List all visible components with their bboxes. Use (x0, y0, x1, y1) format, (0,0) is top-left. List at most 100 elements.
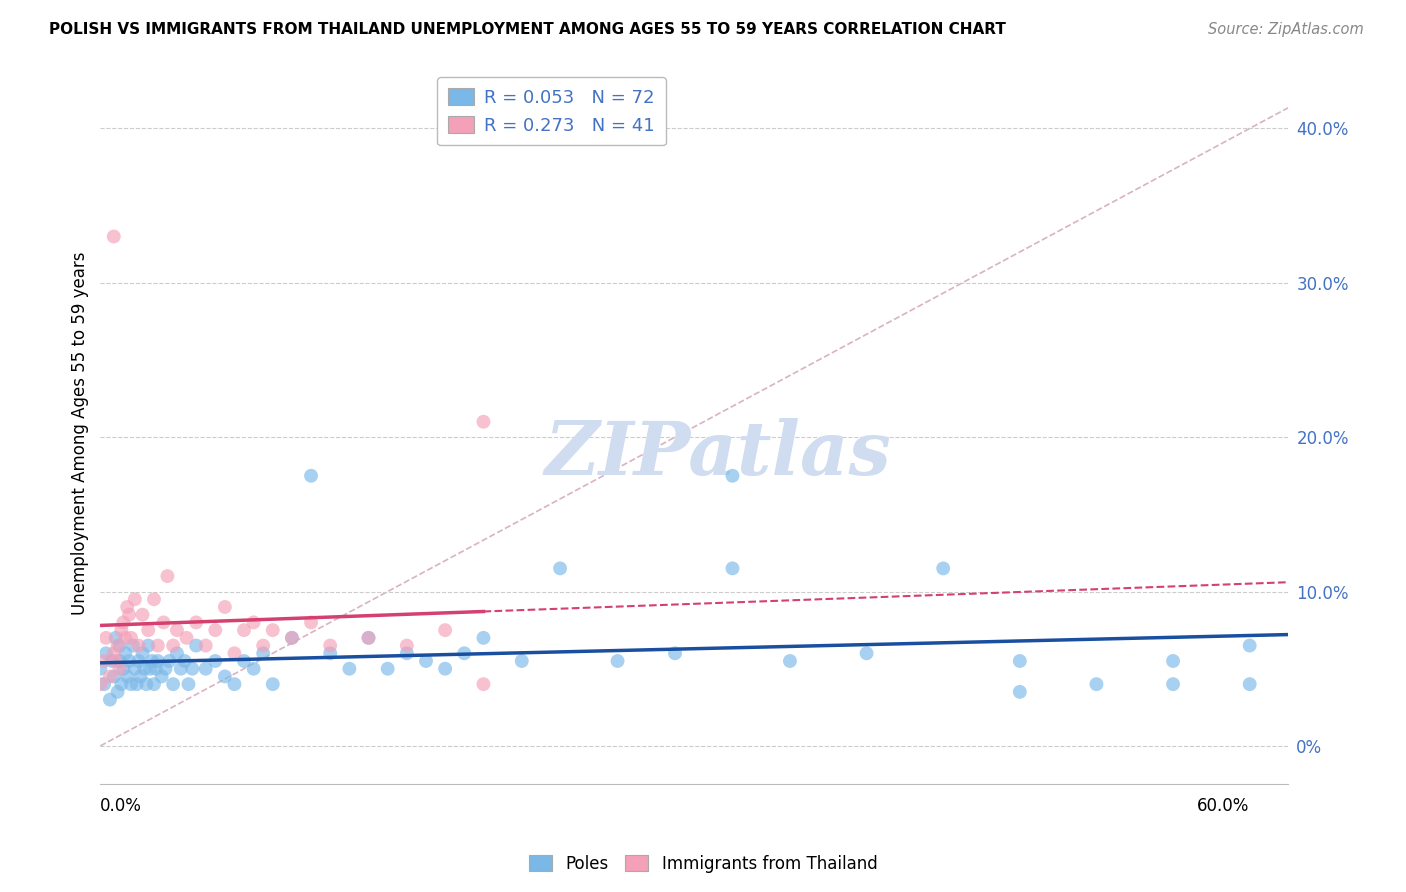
Point (252, 639, 274, 653)
Point (103, 669, 125, 683)
Point (112, 615, 135, 630)
Point (194, 662, 217, 676)
Point (162, 677, 184, 691)
Point (1239, 639, 1261, 653)
Point (855, 646, 877, 660)
Point (122, 639, 145, 653)
Point (453, 646, 475, 660)
Point (129, 669, 152, 683)
Point (173, 654, 195, 668)
Point (357, 631, 380, 645)
Point (94, 631, 117, 645)
Point (434, 662, 457, 676)
Point (177, 677, 200, 691)
Point (139, 662, 162, 676)
Point (136, 623, 159, 637)
Point (181, 662, 204, 676)
Point (125, 677, 148, 691)
Point (124, 662, 146, 676)
Point (135, 677, 157, 691)
Point (204, 654, 226, 668)
Point (114, 646, 136, 660)
Y-axis label: Unemployment Among Ages 55 to 59 years: Unemployment Among Ages 55 to 59 years (72, 252, 89, 615)
Text: ZIPatlas: ZIPatlas (544, 418, 891, 491)
Point (124, 592, 146, 607)
Point (108, 662, 131, 676)
Point (281, 631, 304, 645)
Point (156, 569, 179, 583)
Point (101, 654, 124, 668)
Point (118, 654, 141, 668)
Point (262, 623, 284, 637)
Text: 60.0%: 60.0% (1198, 797, 1250, 814)
Point (157, 654, 180, 668)
Point (299, 468, 322, 483)
Point (319, 639, 342, 653)
Point (134, 662, 156, 676)
Point (184, 639, 207, 653)
Point (152, 615, 174, 630)
Point (108, 654, 131, 668)
Point (150, 669, 173, 683)
Point (357, 631, 380, 645)
Point (104, 631, 127, 645)
Point (252, 646, 274, 660)
Point (434, 623, 457, 637)
Point (110, 623, 132, 637)
Point (337, 662, 360, 676)
Point (89, 677, 111, 691)
Point (1161, 654, 1184, 668)
Point (128, 639, 150, 653)
Point (143, 677, 166, 691)
Point (98, 669, 121, 683)
Point (224, 677, 246, 691)
Point (664, 646, 686, 660)
Point (155, 662, 177, 676)
Point (242, 615, 264, 630)
Point (103, 229, 125, 244)
Point (233, 623, 256, 637)
Point (112, 662, 135, 676)
Point (118, 607, 141, 622)
Point (262, 677, 284, 691)
Point (1008, 654, 1031, 668)
Point (319, 646, 342, 660)
Point (170, 662, 193, 676)
Point (1239, 677, 1261, 691)
Point (115, 669, 138, 683)
Text: 0.0%: 0.0% (100, 797, 142, 814)
Point (145, 662, 167, 676)
Point (214, 669, 236, 683)
Point (472, 677, 495, 691)
Point (162, 639, 184, 653)
Point (98, 692, 121, 706)
Point (166, 646, 188, 660)
Point (194, 639, 217, 653)
Point (548, 561, 571, 575)
Text: POLISH VS IMMIGRANTS FROM THAILAND UNEMPLOYMENT AMONG AGES 55 TO 59 YEARS CORREL: POLISH VS IMMIGRANTS FROM THAILAND UNEMP… (49, 22, 1007, 37)
Point (721, 561, 744, 575)
Point (136, 639, 159, 653)
Point (146, 639, 169, 653)
Point (395, 639, 418, 653)
Point (1161, 677, 1184, 691)
Point (233, 654, 256, 668)
Point (128, 654, 150, 668)
Point (114, 631, 136, 645)
Point (214, 599, 236, 614)
Point (108, 639, 131, 653)
Point (472, 631, 495, 645)
Point (110, 677, 132, 691)
Point (281, 631, 304, 645)
Point (779, 654, 801, 668)
Point (377, 662, 399, 676)
Point (932, 561, 955, 575)
Point (176, 631, 198, 645)
Point (89, 662, 111, 676)
Point (242, 662, 264, 676)
Point (141, 654, 163, 668)
Point (94, 646, 117, 660)
Point (395, 646, 418, 660)
Point (93, 654, 115, 668)
Point (510, 654, 533, 668)
